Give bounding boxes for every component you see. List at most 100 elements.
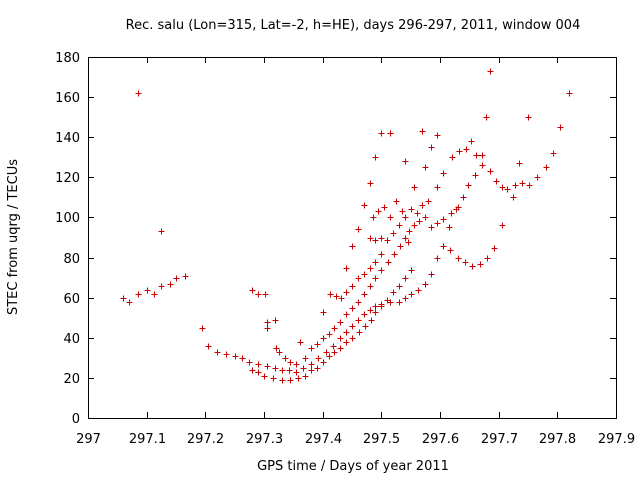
data-point (440, 243, 447, 250)
data-point (463, 146, 470, 153)
data-point (411, 184, 418, 191)
data-point (135, 291, 142, 298)
data-point (387, 214, 394, 221)
data-point (378, 303, 385, 310)
x-axis-label: GPS time / Days of year 2011 (257, 459, 449, 474)
data-point (422, 164, 429, 171)
y-tick-label: 40 (63, 332, 80, 347)
data-point (543, 164, 550, 171)
data-point (402, 214, 409, 221)
data-point (550, 150, 557, 157)
data-point (434, 255, 441, 262)
x-tick-label: 297.6 (422, 432, 459, 447)
data-point (232, 353, 239, 360)
data-point (419, 202, 426, 209)
data-point (510, 194, 517, 201)
data-point (367, 180, 374, 187)
data-point (349, 243, 356, 250)
data-point (343, 339, 350, 346)
y-axis-label: STEC from uqrg / TECUs (6, 159, 21, 315)
data-point (276, 349, 283, 356)
data-point (361, 291, 368, 298)
data-point (434, 132, 441, 139)
x-tick-label: 297.8 (539, 432, 576, 447)
data-point (491, 245, 498, 252)
y-axis: 0 20 40 60 80 100 120 140 160 180 (55, 51, 616, 427)
data-point (349, 283, 356, 290)
data-point (477, 261, 484, 268)
data-point (255, 369, 262, 376)
data-point (519, 180, 526, 187)
data-point (381, 204, 388, 211)
data-point (557, 124, 564, 131)
data-point (385, 259, 392, 266)
data-point (314, 365, 321, 372)
data-point (279, 367, 286, 374)
data-point (473, 152, 480, 159)
data-point (387, 130, 394, 137)
data-point (337, 335, 344, 342)
data-point (355, 226, 362, 233)
data-point (415, 287, 422, 294)
data-point (493, 178, 500, 185)
data-point (462, 259, 469, 266)
data-point (293, 369, 300, 376)
data-point (499, 222, 506, 229)
data-point (308, 367, 315, 374)
data-point (158, 283, 165, 290)
data-point (406, 228, 413, 235)
data-point (566, 90, 573, 97)
data-point (472, 172, 479, 179)
x-tick-label: 297.4 (305, 432, 342, 447)
data-point (402, 275, 409, 282)
data-point (425, 198, 432, 205)
x-tick-label: 297.7 (481, 432, 518, 447)
data-point (408, 206, 415, 213)
data-point (499, 184, 506, 191)
data-point (368, 317, 375, 324)
data-point (343, 265, 350, 272)
data-point (391, 251, 398, 258)
data-point (355, 275, 362, 282)
data-point (402, 158, 409, 165)
data-point (315, 355, 322, 362)
data-point (378, 235, 385, 242)
data-point (326, 331, 333, 338)
data-point (327, 291, 334, 298)
data-point (419, 128, 426, 135)
y-tick-label: 180 (55, 51, 80, 66)
data-point (469, 263, 476, 270)
data-point (372, 154, 379, 161)
data-point (297, 339, 304, 346)
data-point (512, 182, 519, 189)
data-point (378, 130, 385, 137)
data-point (440, 170, 447, 177)
data-point (272, 365, 279, 372)
data-point (239, 355, 246, 362)
data-point (465, 182, 472, 189)
data-point (205, 343, 212, 350)
data-point (255, 361, 262, 368)
data-point (349, 323, 356, 330)
data-point (384, 297, 391, 304)
data-point (361, 202, 368, 209)
data-point (456, 148, 463, 155)
data-point (422, 214, 429, 221)
y-tick-label: 140 (55, 131, 80, 146)
data-point (355, 299, 362, 306)
data-point (440, 216, 447, 223)
data-point (314, 341, 321, 348)
data-point (355, 317, 362, 324)
data-point (343, 311, 350, 318)
data-point (405, 239, 412, 246)
data-point (397, 243, 404, 250)
data-point (372, 275, 379, 282)
data-point (261, 373, 268, 380)
plot-frame (88, 57, 617, 419)
data-point (408, 267, 415, 274)
data-point (534, 174, 541, 181)
data-point (479, 162, 486, 169)
data-point (300, 365, 307, 372)
data-point (286, 367, 293, 374)
